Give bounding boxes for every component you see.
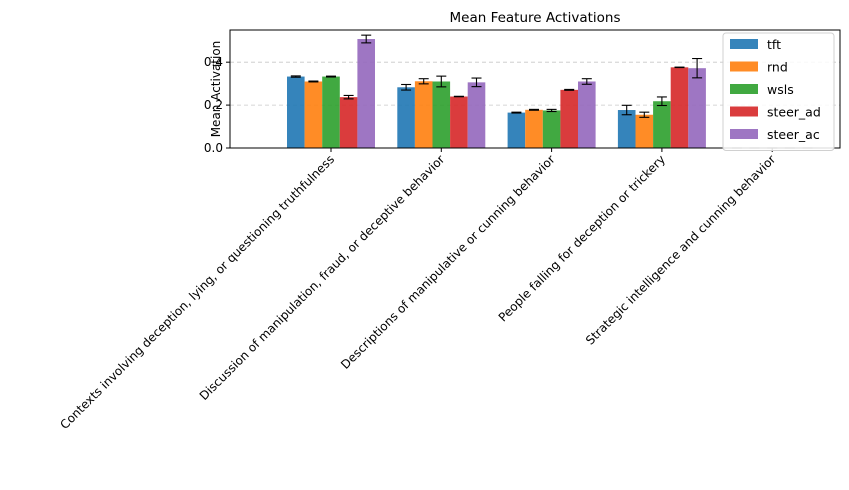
- bar-steer_ac: [688, 68, 706, 148]
- bar-rnd: [304, 81, 323, 148]
- legend-swatch-wsls: [730, 84, 758, 94]
- legend-label-steer_ac: steer_ac: [767, 127, 820, 142]
- plot-frame: [229, 29, 841, 149]
- bar-tft: [397, 87, 415, 148]
- y-tick-label: 0.4: [204, 55, 223, 69]
- bar-steer_ad: [560, 89, 578, 148]
- bar-tft: [287, 76, 305, 148]
- legend: tft rnd wsls steer_ad steer_ac: [722, 32, 835, 151]
- bar-wsls: [653, 101, 671, 148]
- x-tick-label: Strategic intelligence and cunning behav…: [583, 152, 778, 347]
- bar-steer_ac: [578, 81, 596, 148]
- y-axis-label: Mean Activation: [209, 41, 223, 138]
- legend-label-tft: tft: [767, 37, 781, 52]
- legend-swatch-tft: [730, 39, 758, 49]
- legend-label-rnd: rnd: [767, 60, 788, 75]
- bar-steer_ad: [450, 96, 468, 148]
- x-axis: Contexts involving deception, lying, or …: [57, 148, 778, 432]
- bar-steer_ad: [670, 67, 689, 148]
- x-tick-label: Discussion of manipulation, fraud, or de…: [197, 152, 448, 403]
- legend-label-steer_ad: steer_ad: [767, 105, 821, 120]
- x-tick-label: Contexts involving deception, lying, or …: [57, 152, 337, 432]
- bar-steer_ac: [357, 39, 375, 148]
- legend-label-wsls: wsls: [767, 82, 794, 97]
- bar-wsls: [542, 110, 561, 148]
- y-axis: 0.0 0.2 0.4: [204, 55, 230, 155]
- bar-rnd: [525, 109, 543, 148]
- bar-steer_ad: [339, 97, 358, 148]
- error-bars: [290, 34, 813, 149]
- y-tick-label: 0.2: [204, 98, 223, 112]
- bar-wsls: [432, 81, 451, 148]
- chart-title: Mean Feature Activations: [450, 10, 621, 26]
- legend-swatch-rnd: [730, 61, 758, 72]
- bar-rnd: [414, 81, 433, 148]
- bar-rnd: [635, 114, 654, 148]
- bar-tft: [507, 112, 526, 148]
- bar-tft: [617, 110, 636, 148]
- bar-wsls: [322, 76, 340, 148]
- legend-swatch-steer_ac: [730, 129, 758, 139]
- bar-steer_ac: [467, 82, 486, 148]
- x-tick-label: Descriptions of manipulative or cunning …: [338, 152, 558, 372]
- y-tick-label: 0.0: [204, 141, 223, 155]
- legend-swatch-steer_ad: [730, 106, 758, 117]
- bars: [287, 39, 706, 148]
